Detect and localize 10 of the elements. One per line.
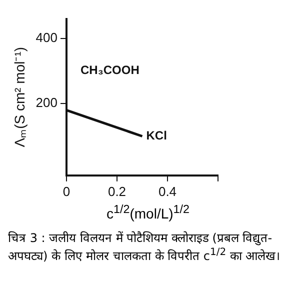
text: चित्र 3 : जलीय विलयन में पोटैशियम क्लोराइड (प्रबल विद्युत-अपघट्य) के लिए मोलर चालकता के विपरीत c$^{1/2}$ का आलेख। bbox=[8, 230, 282, 264]
x-tick-label: 0 bbox=[62, 184, 70, 199]
series-label: KCl bbox=[146, 128, 167, 143]
x-tick-label: 0.2 bbox=[108, 184, 126, 199]
y-tick-label: 400 bbox=[36, 30, 58, 45]
x-axis-title: c$^{1/2}$(mol/L)$^{1/2}$ bbox=[106, 203, 190, 222]
y-tick-label: 200 bbox=[36, 95, 58, 110]
y-axis-title: Λₘ(S cm² mol⁻¹) bbox=[11, 46, 28, 148]
annotation: CH₃COOH bbox=[80, 62, 140, 77]
x-tick-label: 0.4 bbox=[158, 184, 177, 199]
